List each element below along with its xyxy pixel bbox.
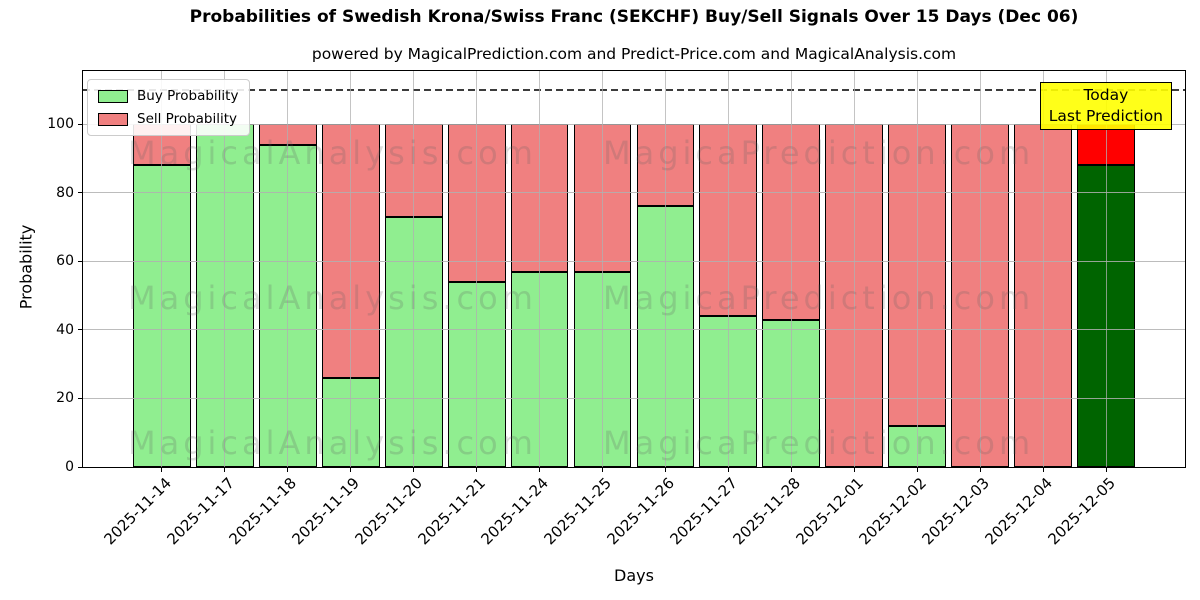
gridline-x-2025-12-03 bbox=[979, 71, 981, 467]
annotation-line2: Last Prediction bbox=[1048, 107, 1163, 125]
y-tick-0 bbox=[78, 466, 82, 468]
y-tick-label-100: 100 bbox=[47, 116, 74, 133]
today-annotation: Today Last Prediction bbox=[1039, 82, 1172, 130]
x-tick-label-2025-12-04: 2025-12-04 bbox=[981, 474, 1057, 549]
x-axis-label: Days bbox=[614, 566, 654, 585]
gridline-y-20 bbox=[83, 397, 1185, 399]
gridline-x-2025-12-04 bbox=[1042, 71, 1044, 467]
gridline-y-80 bbox=[83, 192, 1185, 194]
y-tick-80 bbox=[78, 192, 82, 194]
gridline-x-2025-11-25 bbox=[602, 71, 603, 467]
x-tick-2025-11-26 bbox=[664, 468, 666, 472]
x-tick-2025-11-14 bbox=[161, 468, 163, 472]
x-tick-2025-11-18 bbox=[287, 468, 289, 472]
dashed-reference-line bbox=[83, 89, 1185, 91]
gridline-x-2025-11-19 bbox=[350, 71, 352, 467]
y-axis-label: Probability bbox=[16, 224, 36, 310]
x-tick-label-2025-12-02: 2025-12-02 bbox=[855, 474, 931, 549]
x-tick-label-2025-12-01: 2025-12-01 bbox=[792, 474, 868, 549]
y-tick-40 bbox=[78, 329, 82, 331]
gridline-x-2025-11-26 bbox=[664, 71, 666, 467]
legend-label-sell: Sell Probability bbox=[137, 111, 238, 127]
sell-probability-swatch bbox=[98, 112, 128, 126]
gridline-x-2025-11-14 bbox=[161, 71, 163, 467]
gridline-x-2025-12-02 bbox=[916, 71, 918, 467]
x-tick-label-2025-12-03: 2025-12-03 bbox=[918, 474, 994, 549]
buy-probability-swatch bbox=[98, 89, 128, 103]
legend-item-sell: Sell Probability bbox=[98, 111, 238, 127]
gridline-x-2025-11-17 bbox=[224, 71, 226, 467]
x-tick-2025-11-20 bbox=[413, 468, 415, 472]
y-tick-label-40: 40 bbox=[56, 321, 74, 338]
x-tick-2025-11-27 bbox=[727, 468, 729, 472]
gridline-x-2025-11-18 bbox=[287, 71, 289, 467]
gridline-x-2025-11-27 bbox=[727, 71, 729, 467]
x-tick-2025-11-17 bbox=[224, 468, 226, 472]
gridline-x-2025-12-05 bbox=[1105, 71, 1107, 467]
x-tick-label-2025-11-26: 2025-11-26 bbox=[603, 474, 679, 549]
x-tick-label-2025-11-14: 2025-11-14 bbox=[100, 474, 175, 549]
y-tick-100 bbox=[78, 123, 82, 125]
gridline-x-2025-11-24 bbox=[539, 71, 541, 467]
gridline-x-2025-11-21 bbox=[476, 71, 478, 467]
x-tick-label-2025-11-25: 2025-11-25 bbox=[540, 474, 616, 549]
y-tick-20 bbox=[78, 397, 82, 399]
gridline-y-60 bbox=[83, 260, 1185, 262]
x-tick-2025-12-05 bbox=[1105, 468, 1107, 472]
annotation-line1: Today bbox=[1083, 86, 1129, 104]
x-tick-2025-12-02 bbox=[916, 468, 918, 472]
x-tick-2025-11-21 bbox=[476, 468, 478, 472]
y-tick-label-80: 80 bbox=[56, 184, 74, 201]
gridline-y-100 bbox=[83, 123, 1185, 125]
plot-area: Buy Probability Sell Probability Today L… bbox=[78, 70, 1186, 472]
x-tick-2025-11-24 bbox=[539, 468, 541, 472]
gridline-x-2025-11-20 bbox=[413, 71, 415, 467]
y-tick-label-60: 60 bbox=[56, 253, 74, 270]
x-tick-label-2025-11-28: 2025-11-28 bbox=[729, 474, 805, 549]
x-tick-2025-12-01 bbox=[853, 468, 855, 472]
x-tick-2025-11-28 bbox=[790, 468, 792, 472]
legend-label-buy: Buy Probability bbox=[137, 88, 239, 104]
x-tick-2025-11-19 bbox=[350, 468, 352, 472]
x-tick-2025-12-03 bbox=[979, 468, 981, 472]
gridline-y-40 bbox=[83, 329, 1185, 331]
y-tick-label-0: 0 bbox=[65, 459, 74, 475]
x-tick-2025-12-04 bbox=[1042, 468, 1044, 472]
legend-item-buy: Buy Probability bbox=[98, 88, 238, 104]
x-tick-label-2025-12-05: 2025-12-05 bbox=[1044, 474, 1120, 549]
x-tick-label-2025-11-27: 2025-11-27 bbox=[666, 474, 742, 549]
y-tick-label-20: 20 bbox=[56, 390, 74, 407]
legend: Buy Probability Sell Probability bbox=[87, 79, 251, 136]
gridline-x-2025-12-01 bbox=[853, 71, 855, 467]
x-tick-2025-11-25 bbox=[602, 468, 603, 472]
chart-title: Probabilities of Swedish Krona/Swiss Fra… bbox=[189, 7, 1079, 27]
y-tick-60 bbox=[78, 260, 82, 262]
gridline-x-2025-11-28 bbox=[790, 71, 792, 467]
chart-subtitle: powered by MagicalPrediction.com and Pre… bbox=[311, 45, 957, 63]
